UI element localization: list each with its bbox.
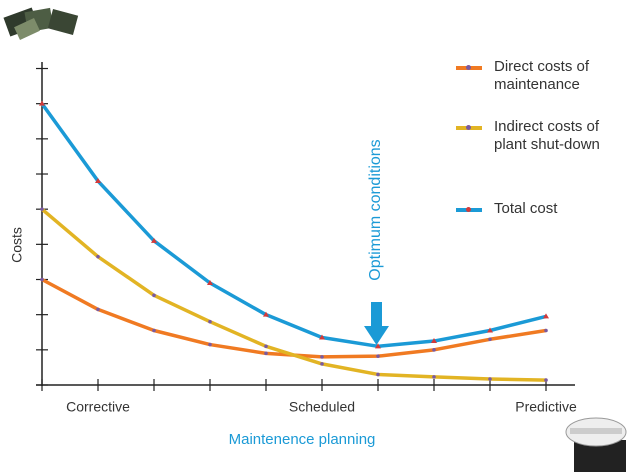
point <box>264 344 268 349</box>
legend-label: Direct costs of maintenance <box>494 58 590 93</box>
point <box>432 348 436 352</box>
y-axis-label: Costs <box>9 227 25 263</box>
helmet-icon <box>565 417 627 472</box>
point <box>319 334 325 340</box>
annotation: Optimum conditions <box>367 139 384 280</box>
point <box>39 100 45 106</box>
point <box>95 178 101 184</box>
legend-item: Total cost <box>456 200 626 218</box>
x-tick-label: Predictive <box>515 399 577 415</box>
legend-label: Indirect costs of plant shut-down <box>494 118 600 153</box>
series-line <box>40 207 547 382</box>
legend-item: Indirect costs of plant shut-down <box>456 118 626 154</box>
legend-swatch <box>456 125 482 130</box>
point <box>320 355 324 359</box>
point <box>40 207 44 211</box>
point <box>375 343 381 349</box>
series-line <box>41 277 547 359</box>
x-axis-label: Maintenence planning <box>229 431 376 448</box>
point <box>376 354 380 358</box>
point <box>543 313 549 319</box>
point <box>431 338 437 344</box>
x-tick-label: Corrective <box>66 399 130 415</box>
point <box>487 327 493 333</box>
legend-label: Total cost <box>494 200 558 217</box>
point <box>320 362 324 366</box>
point <box>263 311 269 317</box>
optimum-arrow <box>364 302 389 345</box>
point <box>208 342 212 347</box>
point <box>432 375 436 379</box>
point <box>208 319 212 324</box>
point <box>152 328 156 333</box>
point <box>151 237 157 243</box>
point <box>376 372 380 377</box>
series-line <box>40 102 547 349</box>
legend-swatch <box>456 65 482 70</box>
legend-item: Direct costs of maintenance <box>456 58 626 94</box>
x-tick-label: Scheduled <box>289 399 355 415</box>
point <box>40 277 44 282</box>
money-icon <box>3 7 79 40</box>
point <box>207 280 213 286</box>
point <box>488 337 492 342</box>
point <box>96 254 100 259</box>
point <box>152 293 156 298</box>
point <box>544 328 548 333</box>
point <box>96 307 100 312</box>
point <box>488 377 492 381</box>
point <box>264 351 268 356</box>
point <box>544 378 548 382</box>
legend-swatch <box>456 207 482 212</box>
